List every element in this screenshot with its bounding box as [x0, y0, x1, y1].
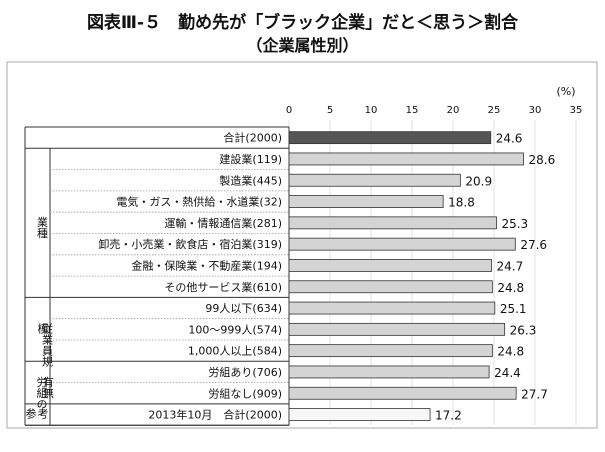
x-tick-label: 35	[570, 105, 583, 116]
row-label: 合計(2000)	[223, 131, 282, 145]
x-tick-label: 5	[327, 105, 333, 116]
bar	[288, 237, 516, 251]
x-axis: 0 5 10 15 20 25 30 35	[286, 105, 583, 116]
unit-label: (%)	[556, 85, 575, 98]
group-label-line: 参	[26, 407, 38, 421]
bar	[288, 386, 517, 400]
bar	[288, 216, 497, 230]
bar	[288, 365, 490, 379]
row-label: 労組なし(909)	[208, 386, 282, 400]
row-label: 2013年10月 合計(2000)	[148, 408, 282, 422]
value-label: 24.7	[497, 259, 524, 273]
value-label: 24.8	[497, 345, 524, 359]
chart-subtitle: （企業属性別）	[246, 36, 359, 55]
bar	[288, 131, 492, 145]
value-label: 18.8	[448, 196, 475, 210]
bar	[288, 195, 444, 208]
bar	[288, 280, 493, 294]
bar	[288, 259, 492, 272]
value-label: 27.6	[520, 238, 547, 252]
value-label: 24.6	[496, 132, 523, 146]
x-tick-label: 20	[447, 105, 460, 116]
group-label-line: 考	[38, 408, 50, 421]
row-label: 100～999人(574)	[188, 323, 282, 336]
value-label: 27.7	[521, 387, 548, 401]
x-tick-label: 0	[286, 105, 292, 116]
row-label: 労組あり(706)	[208, 365, 282, 379]
bar	[288, 344, 493, 358]
row-label: 1,000人以上(584)	[188, 345, 282, 358]
value-label: 28.6	[529, 153, 556, 167]
bar	[288, 301, 496, 315]
chart-title: 図表Ⅲ-５ 勤め先が「ブラック企業」だと＜思う＞割合	[86, 13, 519, 33]
group-label-line: 模	[38, 323, 50, 336]
value-label: 25.1	[500, 302, 527, 316]
bar	[288, 152, 524, 166]
row-label: 金融・保険業・不動産業(194)	[131, 258, 282, 272]
row-label: 99人以下(634)	[205, 302, 282, 315]
bar	[288, 408, 431, 421]
bar	[288, 322, 506, 336]
value-label: 20.9	[465, 174, 492, 188]
value-label: 25.3	[501, 217, 528, 231]
value-label: 24.8	[497, 281, 524, 295]
row-label: その他サービス業(610)	[164, 281, 282, 294]
group-label: 参考	[26, 407, 50, 421]
value-label: 26.3	[510, 323, 537, 337]
bar	[288, 173, 461, 187]
value-label: 24.4	[494, 366, 521, 380]
x-tick-label: 30	[529, 105, 542, 116]
row-label: 製造業(445)	[219, 173, 282, 187]
row-label: 卸売・小売業・飲食店・宿泊業(319)	[98, 237, 282, 251]
row-label: 運輸・情報通信業(281)	[164, 216, 282, 230]
row-label: 電気・ガス・熱供給・水道業(32)	[116, 195, 282, 209]
x-tick-label: 25	[488, 105, 501, 116]
value-label: 17.2	[435, 409, 462, 423]
row-label: 建設業(119)	[219, 152, 282, 166]
bars: 24.6 28.6 20.9 18.8 25.3 27.6 24.7 24.8 25.1 26.3…	[288, 131, 556, 423]
x-tick-label: 10	[365, 105, 378, 116]
x-tick-label: 15	[406, 105, 419, 116]
